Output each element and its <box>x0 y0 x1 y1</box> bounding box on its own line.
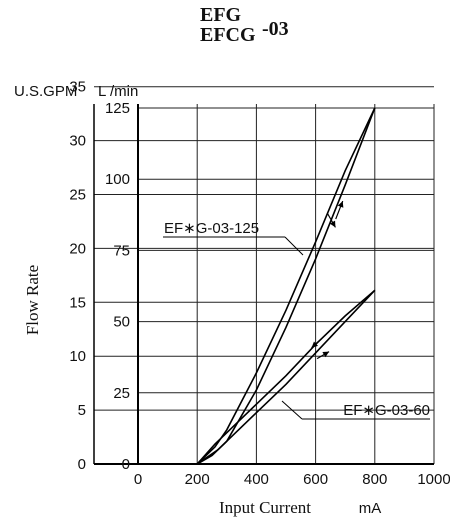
x-tick-label: 0 <box>134 471 142 488</box>
x-tick-label: 600 <box>303 471 328 488</box>
arrow-60-up-head <box>322 351 330 358</box>
arrow-125-down-head <box>329 220 336 228</box>
header-line2: EFCG <box>200 24 256 46</box>
y-tick-gpm-label: 5 <box>78 402 86 419</box>
header-line1: EFG <box>200 4 242 26</box>
x-axis-label: Input Current <box>219 498 311 517</box>
y-tick-gpm-label: 20 <box>69 240 86 257</box>
x-axis-unit: mA <box>359 500 382 517</box>
y-tick-gpm-label: 15 <box>69 294 86 311</box>
series-1-increasing <box>196 289 376 465</box>
x-tick-label: 800 <box>362 471 387 488</box>
x-tick-label: 1000 <box>417 471 450 488</box>
y-tick-lpm-label: 0 <box>122 456 130 473</box>
y-tick-lpm-label: 50 <box>113 314 130 331</box>
chart-header: EFG EFCG -03 <box>0 0 450 60</box>
y-tick-lpm-label: 100 <box>105 171 130 188</box>
y-tick-lpm-label: 125 <box>105 100 130 117</box>
series-label-125: EF∗G-03-125 <box>164 220 259 237</box>
ticks: 0 200 400 600 800 1000 0 25 50 75 100 125 0 5 10 15 20 25… <box>69 79 450 488</box>
y-tick-gpm-label: 30 <box>69 133 86 150</box>
y-axis-label: Flow Rate <box>23 265 42 335</box>
y-tick-gpm-label: 0 <box>78 456 86 473</box>
series-label-125-leader <box>284 236 304 256</box>
y-tick-gpm-label: 25 <box>69 187 86 204</box>
series-group <box>196 107 376 465</box>
x-tick-label: 400 <box>244 471 269 488</box>
arrow-125-up-head <box>337 201 344 208</box>
y-tick-lpm-label: 25 <box>113 385 130 402</box>
axes <box>93 104 434 465</box>
series-label-60-leader <box>281 400 303 420</box>
series-1-decreasing <box>196 289 376 465</box>
series-label-60: EF∗G-03-60 <box>343 402 430 419</box>
arrow-60-down-head <box>311 341 318 348</box>
y-left-unit: U.S.GPM <box>14 83 77 100</box>
annotations: EF∗G-03-125 EF∗G-03-60 <box>163 200 430 420</box>
y-right-unit: L /min <box>98 83 138 100</box>
y-tick-lpm-label: 75 <box>113 242 130 259</box>
series-0-decreasing <box>196 107 376 465</box>
y-tick-gpm-label: 10 <box>69 348 86 365</box>
header-suffix: -03 <box>262 18 289 40</box>
x-tick-label: 200 <box>185 471 210 488</box>
y-tick-gpm-label: 35 <box>69 79 86 96</box>
